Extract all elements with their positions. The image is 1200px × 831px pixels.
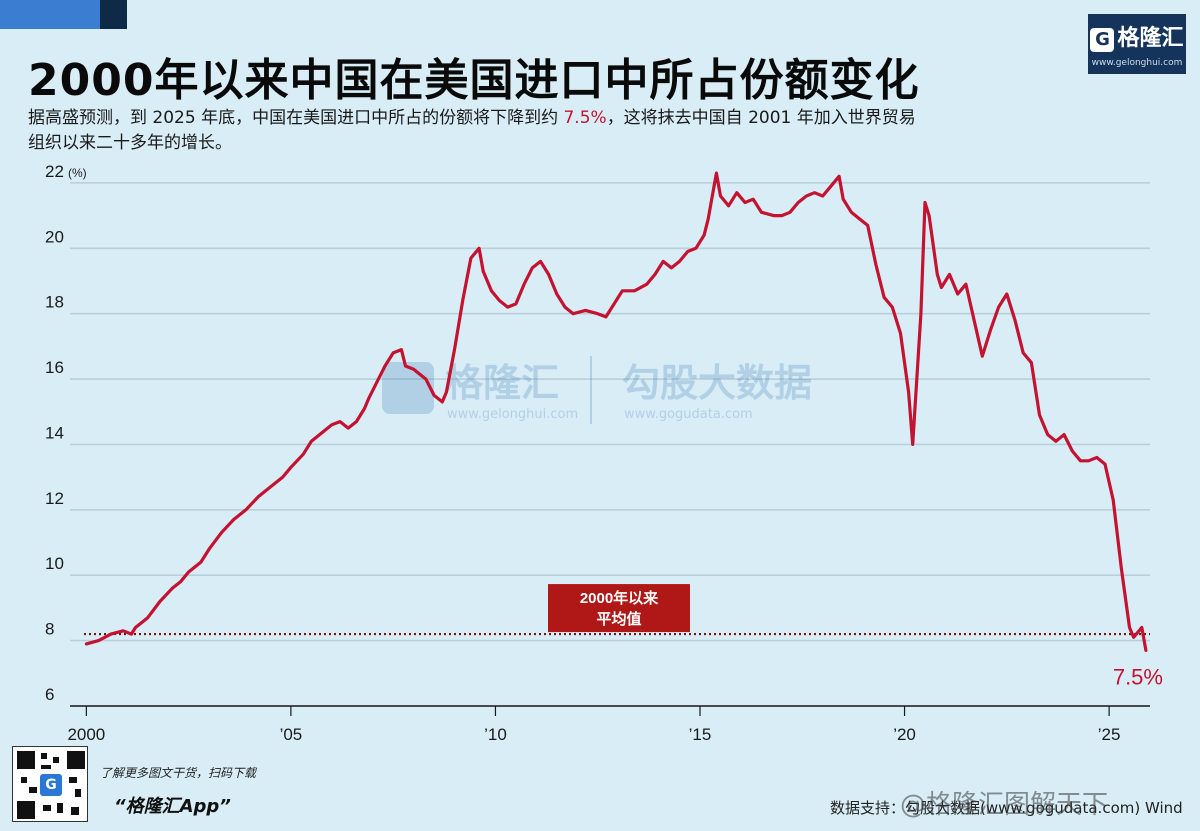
app-promo-text: 了解更多图文干货，扫码下载 (100, 766, 257, 780)
qr-module (29, 787, 37, 793)
y-tick-label: 6 (45, 685, 54, 704)
label-layer: 7.5% (1113, 664, 1163, 689)
subtitle-highlight: 7.5% (563, 108, 607, 128)
x-tick-label: ’25 (1098, 725, 1121, 744)
brand-g-icon: G (1090, 28, 1115, 52)
qr-module (43, 805, 51, 811)
qr-module (17, 751, 35, 769)
page-subtitle: 据高盛预测，到 2025 年底，中国在美国进口中所占的份额将下降到约 7.5%，… (28, 106, 928, 156)
brand-logo-mark: G 格隆汇 (1088, 14, 1186, 52)
qr-code-image: G (12, 746, 88, 822)
average-label-box (548, 584, 690, 633)
brand-logo-name: 格隆汇 (1117, 26, 1184, 51)
end-value-label: 7.5% (1113, 664, 1163, 689)
top-decor-accent (0, 0, 100, 29)
y-tick-label: 8 (45, 620, 54, 639)
qr-module (67, 751, 85, 769)
average-label-line2: 平均值 (596, 610, 641, 628)
qr-code[interactable]: G (12, 746, 88, 822)
x-tick-label: ’10 (484, 725, 507, 744)
series-line-0 (84, 171, 1148, 652)
watermark-left-name: 格隆汇 (445, 361, 559, 405)
y-tick-label: 14 (45, 423, 64, 442)
qr-logo-icon: G (40, 774, 62, 796)
x-tick-label: ’20 (893, 725, 916, 744)
y-tick-label: 12 (45, 489, 64, 508)
y-tick-label: 10 (45, 554, 64, 573)
average-label-line1: 2000年以来 (580, 589, 659, 607)
qr-module (75, 789, 81, 797)
qr-module (21, 777, 27, 783)
y-tick-label: 16 (45, 358, 64, 377)
y-tick-label: 18 (45, 293, 64, 312)
qr-module (71, 807, 79, 815)
qr-module (57, 803, 63, 813)
x-tick-label: 2000 (67, 725, 105, 744)
watermark-divider (590, 356, 592, 424)
brand-logo-url: www.gelonghui.com (1091, 58, 1183, 68)
watermark-logo-icon (382, 362, 434, 414)
y-tick-label: 22 (45, 162, 64, 181)
subtitle-text-2: ，这将抹去中国自 2001 年加入世界贸易组织以来二十多年的增长。 (28, 108, 916, 153)
x-tick-label: ’05 (280, 725, 303, 744)
qr-module (17, 801, 35, 819)
qr-module (41, 753, 47, 759)
x-tick-label: ’15 (689, 725, 712, 744)
qr-module (69, 777, 77, 783)
qr-module (53, 757, 59, 763)
y-tick-label: 20 (45, 227, 64, 246)
brand-logo: G 格隆汇 www.gelonghui.com (1088, 14, 1186, 74)
y-unit-label: (%) (68, 166, 87, 180)
data-source: 数据支持：勾股大数据(www.gogudata.com) Wind (830, 799, 1183, 817)
watermark-right-url: www.gogudata.com (624, 407, 753, 422)
series-layer (84, 171, 1148, 652)
app-name: “格隆汇App” (114, 796, 231, 817)
watermark-right-name: 勾股大数据 (622, 361, 812, 405)
weibo-watermark: @格隆汇图解天下 (900, 790, 1109, 820)
subtitle-text-1: 据高盛预测，到 2025 年底，中国在美国进口中所占的份额将下降到约 (28, 108, 564, 128)
qr-module (41, 765, 51, 769)
top-decor-bar (0, 0, 127, 29)
page-title: 2000年以来中国在美国进口中所占份额变化 (28, 55, 920, 106)
watermark-left-url: www.gelonghui.com (447, 407, 578, 422)
line-chart: 6 8 10 12 14 16 18 20 22 (%) 2000 ’05 ’10 ’15 ’20 ’25 格… (45, 162, 1163, 744)
grid-layer: 6 8 10 12 14 16 18 20 22 (%) 2000 ’05 ’10 ’15 ’20 ’25 (45, 162, 1150, 744)
